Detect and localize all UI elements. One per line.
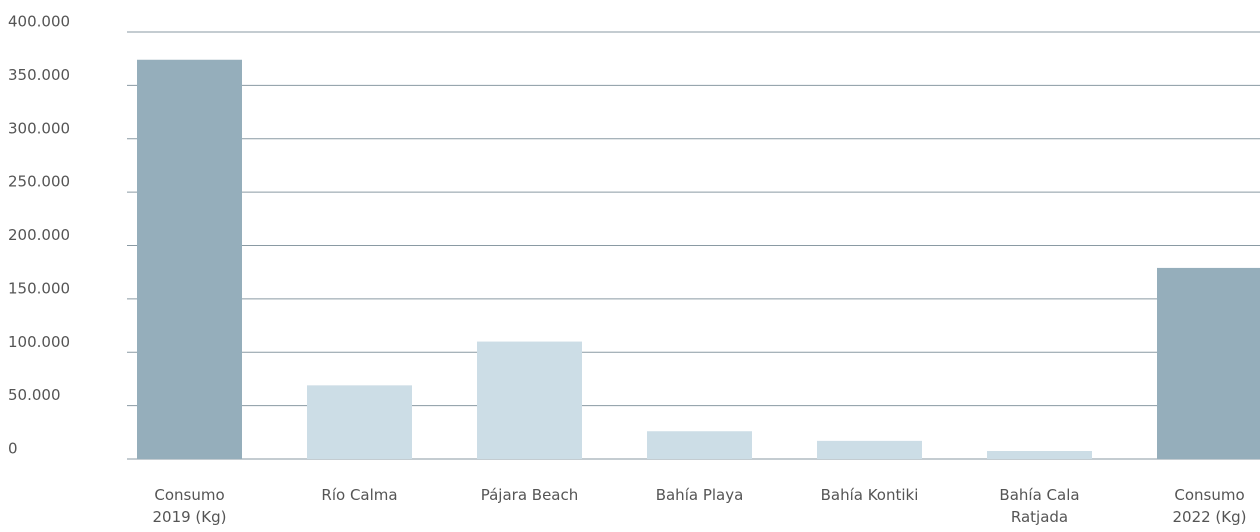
y-tick-label: 400.000 bbox=[8, 13, 70, 31]
bar bbox=[1157, 267, 1260, 459]
x-tick-label: Pájara Beach bbox=[480, 486, 579, 504]
bar bbox=[987, 450, 1092, 459]
x-tick-label: Río Calma bbox=[321, 486, 398, 504]
bar bbox=[647, 431, 752, 459]
x-tick-label: Bahía Kontiki bbox=[820, 486, 919, 504]
x-tick-label: Consumo 2022 (Kg) bbox=[1172, 486, 1247, 526]
x-tick-label: Bahía Cala Ratjada bbox=[999, 486, 1080, 526]
y-tick-label: 300.000 bbox=[8, 119, 70, 137]
x-tick-label: Bahía Playa bbox=[655, 486, 744, 504]
y-tick-label: 150.000 bbox=[8, 279, 70, 297]
bar bbox=[137, 59, 242, 459]
y-tick-label: 50.000 bbox=[8, 386, 61, 404]
bar bbox=[307, 385, 412, 459]
bar bbox=[477, 341, 582, 459]
y-tick-label: 350.000 bbox=[8, 66, 70, 84]
y-tick-label: 200.000 bbox=[8, 226, 70, 244]
y-tick-label: 100.000 bbox=[8, 333, 70, 351]
y-tick-label: 0 bbox=[8, 440, 18, 458]
y-tick-label: 250.000 bbox=[8, 173, 70, 191]
bar bbox=[817, 440, 922, 459]
x-tick-label: Consumo 2019 (Kg) bbox=[152, 486, 227, 526]
